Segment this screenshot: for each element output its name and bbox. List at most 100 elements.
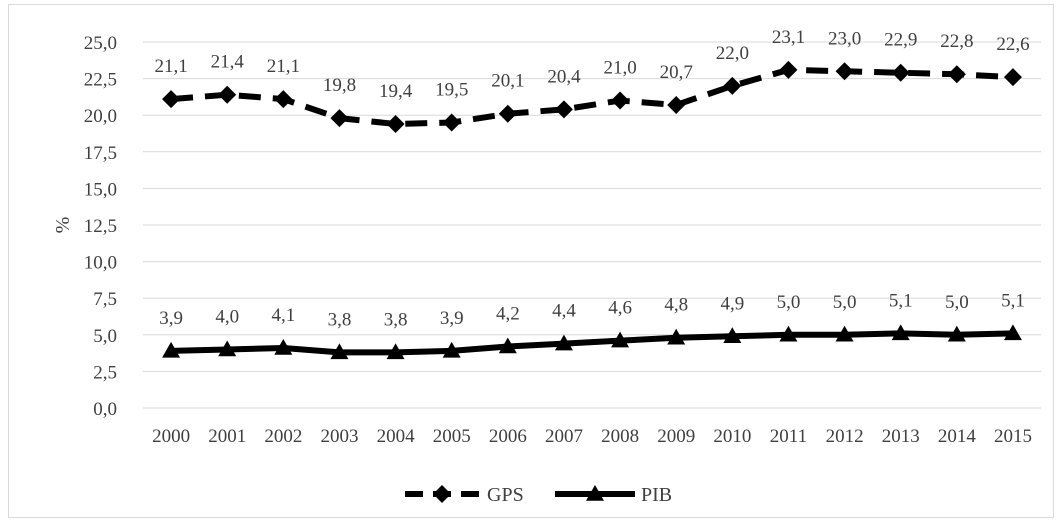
data-point-pib [162,341,181,358]
data-point-pib [274,338,293,355]
data-point-gps [891,63,910,82]
x-tick-label: 2009 [657,426,695,447]
data-point-pib [442,341,461,358]
data-point-pib [835,325,854,342]
x-tick-label: 2004 [377,426,416,447]
data-label-pib: 5,1 [889,290,913,311]
data-point-pib [386,343,405,360]
data-point-gps [162,90,181,109]
y-tick-label: 15,0 [84,179,117,200]
series-line-gps [170,66,1014,127]
data-point-gps [723,76,742,95]
data-label-pib: 3,8 [328,309,352,330]
line-chart: 0,0 2,5 5,0 7,5 10,0 12,5 15,0 17,5 20,0 22,5 25,0… [52,27,1041,506]
series-pib: 3,9 4,0 4,1 3,8 3,8 3,9 4,2 4,4 4,6 4,8 4,9 5,0 5,0 5… [159,290,1025,360]
data-label-gps: 21,1 [154,56,187,77]
y-tick-label: 10,0 [84,253,117,274]
data-label-gps: 19,5 [435,80,468,101]
data-point-gps [554,100,573,119]
y-tick-label: 17,5 [84,143,117,164]
x-tick-label: 2015 [994,426,1032,447]
data-point-gps [1003,68,1022,87]
data-point-gps [330,109,349,128]
x-tick-label: 2003 [320,426,358,447]
data-label-pib: 3,8 [384,309,408,330]
data-point-gps [442,113,461,132]
data-point-pib [498,337,517,354]
series-gps: 21,1 21,4 21,1 19,8 19,4 19,5 20,1 20,4 21,0 20,7… [154,27,1030,133]
y-axis-ticks: 0,0 2,5 5,0 7,5 10,0 12,5 15,0 17,5 20,0 22,5 25,0 [84,33,117,420]
data-label-pib: 4,8 [664,295,688,316]
x-tick-label: 2007 [545,426,583,447]
x-tick-label: 2006 [489,426,527,447]
data-label-pib: 4,6 [608,298,632,319]
data-label-pib: 4,1 [271,305,295,326]
data-point-gps [835,62,854,81]
chart-frame: 0,0 2,5 5,0 7,5 10,0 12,5 15,0 17,5 20,0 22,5 25,0… [8,4,1054,518]
data-label-gps: 22,6 [996,34,1029,55]
y-tick-label: 25,0 [84,33,117,54]
data-point-pib [554,334,573,351]
data-point-gps [274,90,293,109]
legend-marker-gps [433,485,451,503]
data-point-pib [218,340,237,357]
x-tick-label: 2005 [433,426,471,447]
data-point-pib [723,327,742,344]
data-label-pib: 3,9 [159,308,183,329]
y-tick-label: 5,0 [93,326,117,347]
data-label-gps: 20,1 [491,71,524,92]
data-label-gps: 23,1 [772,27,805,48]
data-point-pib [1003,324,1022,341]
data-point-pib [330,343,349,360]
x-tick-label: 2012 [826,426,864,447]
series-line-pib [170,330,1014,356]
data-label-pib: 5,0 [777,292,801,313]
data-point-gps [218,85,237,104]
x-tick-label: 2008 [601,426,639,447]
data-point-pib [667,328,686,345]
data-label-pib: 5,0 [833,292,857,313]
legend-marker-pib [586,485,604,501]
data-label-pib: 3,9 [440,308,464,329]
gridlines [143,41,1041,409]
data-label-gps: 20,7 [660,62,693,83]
x-tick-label: 2011 [770,426,807,447]
x-tick-label: 2002 [264,426,302,447]
data-point-gps [947,65,966,84]
data-label-pib: 4,4 [552,301,576,322]
data-point-gps [667,95,686,114]
data-point-gps [611,91,630,110]
data-label-gps: 21,1 [267,56,300,77]
y-tick-label: 12,5 [84,216,117,237]
y-tick-label: 20,0 [84,106,117,127]
data-label-gps: 21,4 [211,52,245,73]
legend-label-pib: PIB [641,484,672,506]
y-tick-label: 0,0 [93,399,117,420]
x-tick-label: 2013 [882,426,920,447]
data-point-pib [947,325,966,342]
x-axis-ticks: 2000 2001 2002 2003 2004 2005 2006 2007 2008 2009… [152,426,1032,447]
data-label-gps: 23,0 [828,28,861,49]
x-tick-label: 2000 [152,426,190,447]
data-label-gps: 21,0 [603,58,636,79]
data-label-pib: 4,0 [215,306,239,327]
x-tick-label: 2010 [713,426,751,447]
data-point-gps [779,60,798,79]
data-point-pib [779,325,798,342]
data-label-pib: 4,2 [496,304,520,325]
data-label-gps: 20,4 [547,66,581,87]
legend-label-gps: GPS [487,484,524,506]
series-group: 21,1 21,4 21,1 19,8 19,4 19,5 20,1 20,4 21,0 20,7… [154,27,1030,360]
x-tick-label: 2001 [208,426,246,447]
y-tick-label: 2,5 [93,362,117,383]
data-label-gps: 22,9 [884,30,917,51]
data-label-gps: 19,8 [323,75,356,96]
x-tick-label: 2014 [938,426,977,447]
legend: GPS PIB [405,484,672,506]
y-tick-label: 22,5 [84,70,117,91]
y-axis-label: % [52,217,74,234]
data-label-gps: 22,8 [940,31,973,52]
data-point-pib [891,324,910,341]
data-label-pib: 5,0 [945,292,969,313]
data-label-gps: 22,0 [716,43,749,64]
